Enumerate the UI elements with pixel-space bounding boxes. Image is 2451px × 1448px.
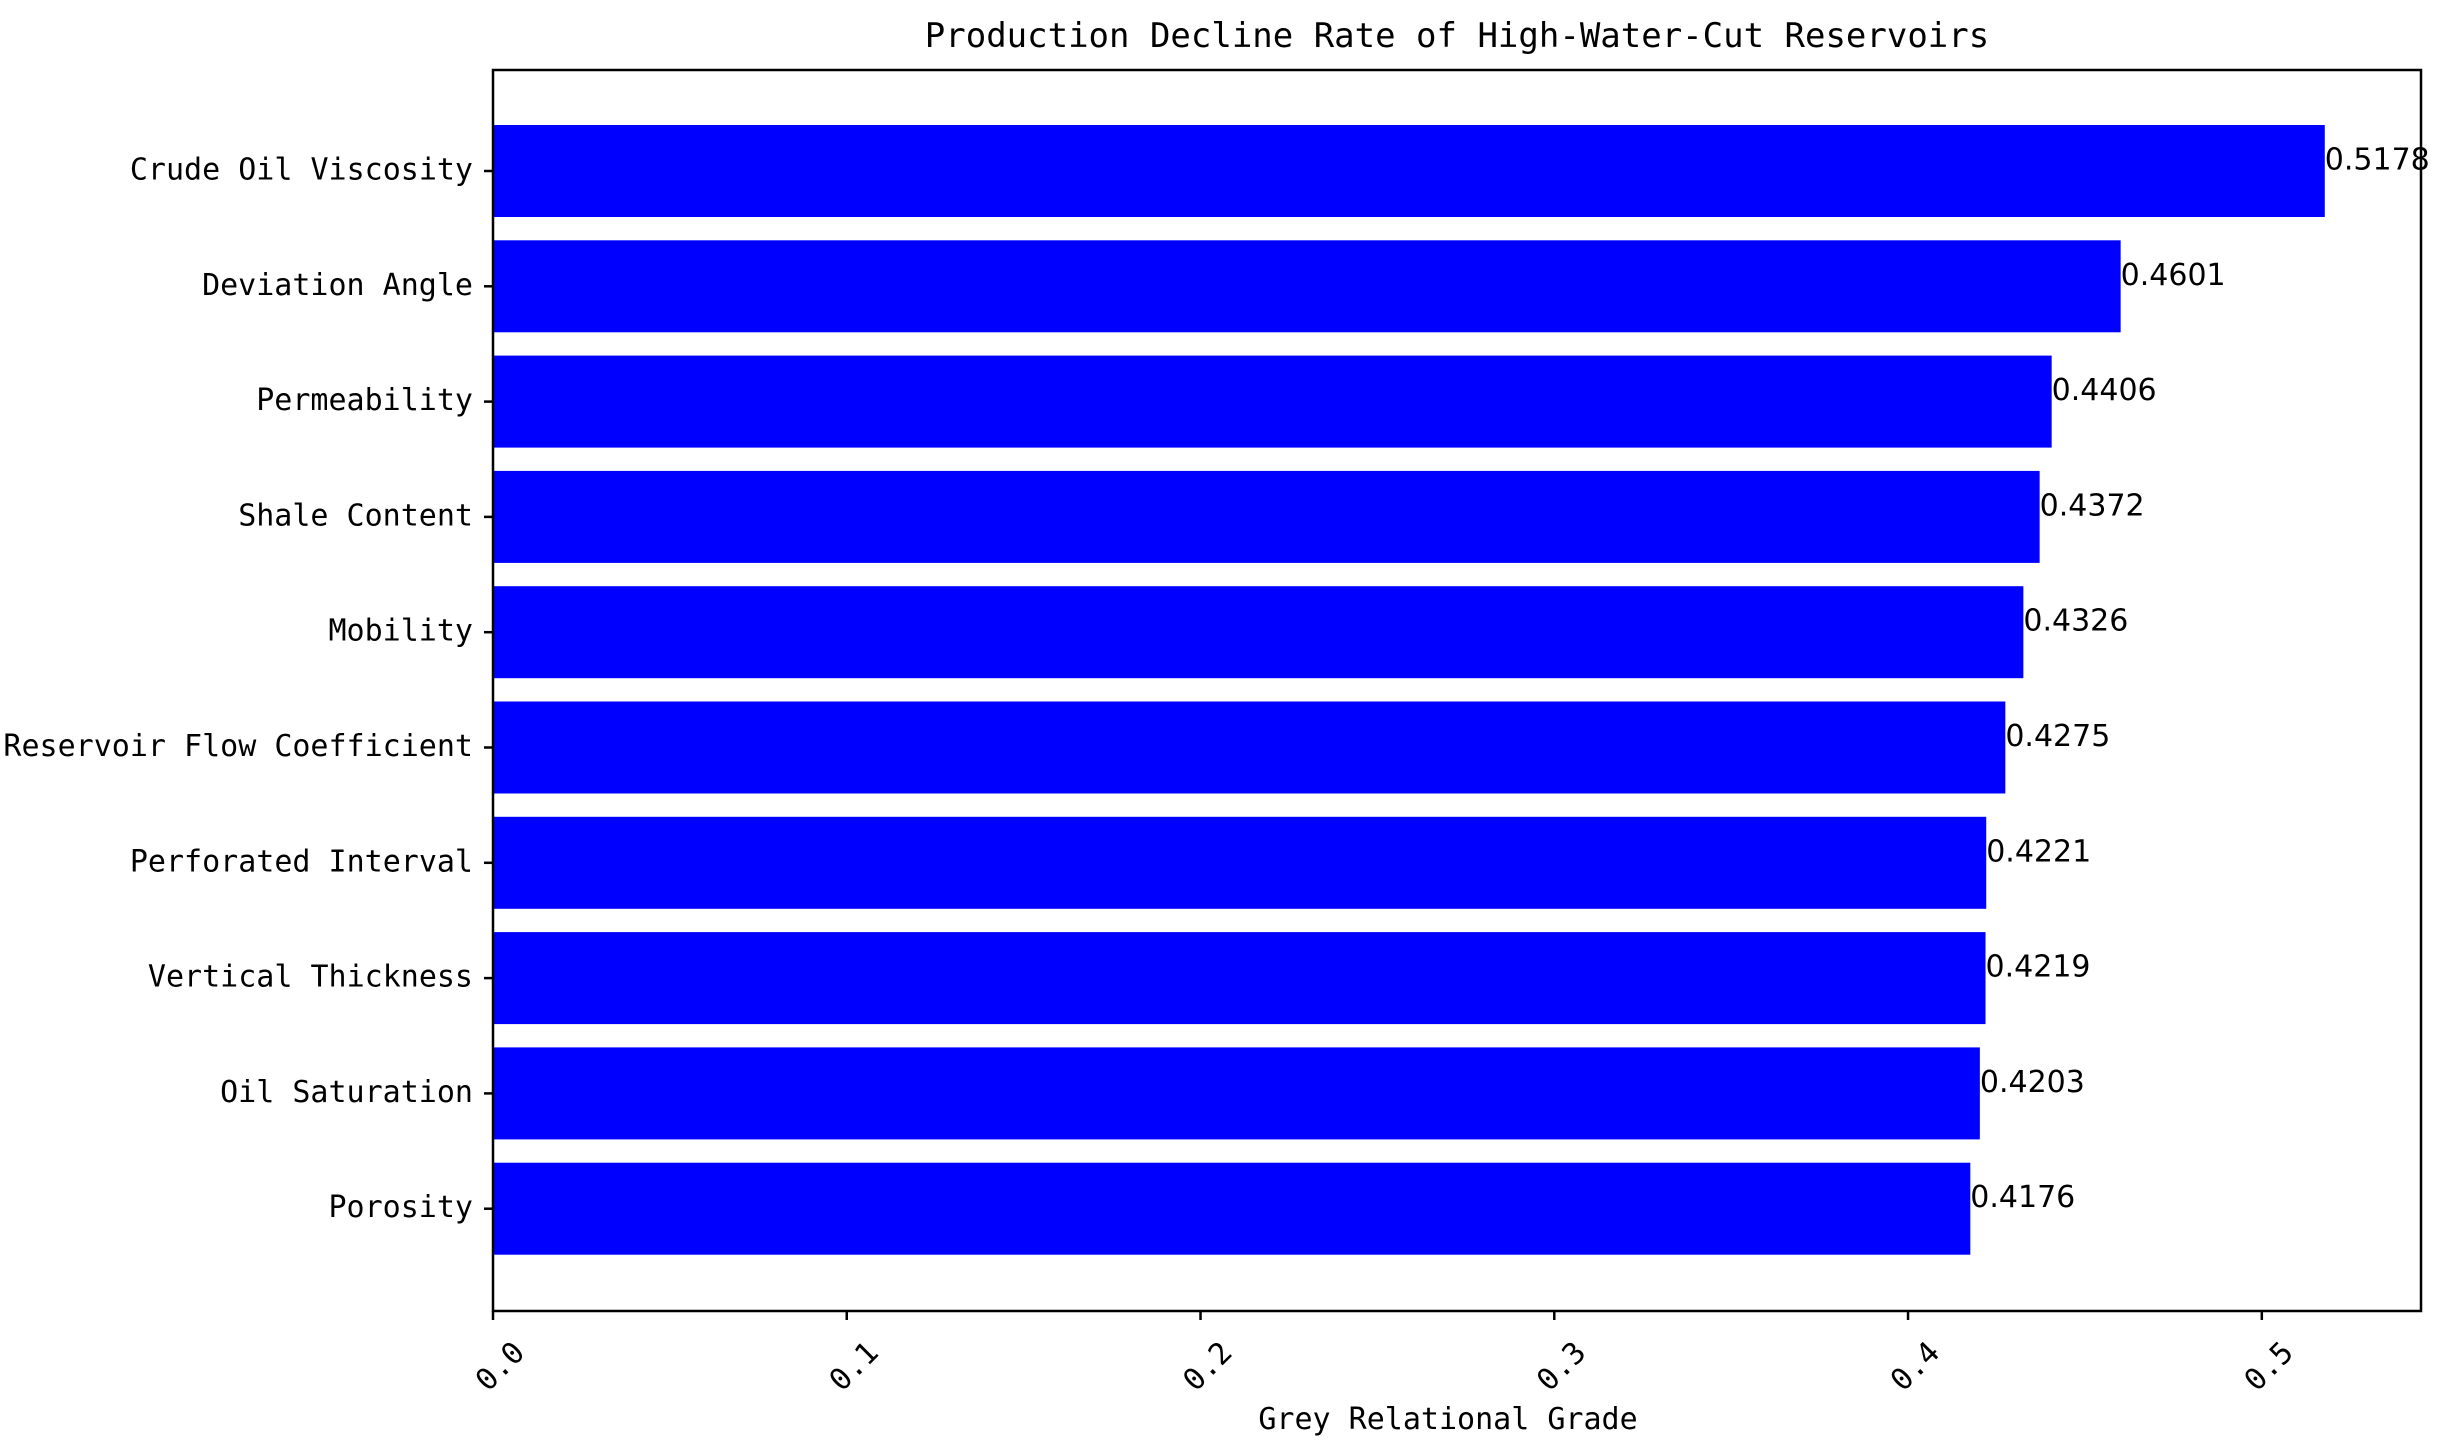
bar bbox=[493, 355, 2052, 448]
x-axis-label: Grey Relational Grade bbox=[1258, 1402, 1637, 1437]
y-tick-label: Shale Content bbox=[238, 498, 473, 533]
data-label: 0.4219 bbox=[1986, 950, 2091, 985]
data-labels: 0.5178 0.4601 0.4406 0.4372 0.4326 0.4275 0.42… bbox=[1970, 143, 2429, 1216]
data-label: 0.4326 bbox=[2023, 604, 2128, 639]
y-tick-label: Deviation Angle bbox=[202, 268, 473, 303]
bar bbox=[493, 1162, 1971, 1255]
x-axis: 0.0 0.1 0.2 0.3 0.4 0.5 bbox=[469, 1311, 2301, 1398]
x-tick-label: 0.2 bbox=[1176, 1335, 1239, 1398]
y-tick-label: Vertical Thickness bbox=[148, 960, 473, 995]
data-label: 0.4406 bbox=[2052, 373, 2157, 408]
bar bbox=[493, 932, 1986, 1025]
x-tick-label: 0.0 bbox=[469, 1335, 532, 1398]
y-tick-label: Oil Saturation bbox=[220, 1075, 473, 1110]
x-tick-label: 0.5 bbox=[2238, 1335, 2301, 1398]
y-tick-label: Porosity bbox=[329, 1190, 474, 1225]
bar-series bbox=[493, 125, 2325, 1255]
bar bbox=[493, 1047, 1980, 1140]
x-tick-label: 0.1 bbox=[823, 1335, 886, 1398]
data-label: 0.4372 bbox=[2040, 488, 2145, 523]
data-label: 0.4601 bbox=[2121, 258, 2226, 293]
data-label: 0.4275 bbox=[2005, 719, 2110, 754]
bar bbox=[493, 816, 1987, 909]
x-tick-label: 0.3 bbox=[1530, 1335, 1593, 1398]
chart-title: Production Decline Rate of High-Water-Cu… bbox=[925, 16, 1989, 56]
y-tick-label: Mobility bbox=[329, 614, 474, 649]
bar bbox=[493, 470, 2040, 563]
x-tick-label: 0.4 bbox=[1884, 1335, 1947, 1398]
y-tick-label: Perforated Interval bbox=[130, 844, 473, 879]
y-axis: Crude Oil Viscosity Deviation Angle Permea… bbox=[3, 153, 493, 1225]
data-label: 0.4176 bbox=[1970, 1180, 2075, 1215]
bar bbox=[493, 586, 2024, 679]
bar bbox=[493, 240, 2121, 333]
plot-area-frame bbox=[491, 68, 2423, 1313]
data-label: 0.4221 bbox=[1986, 834, 2091, 869]
bar bbox=[493, 701, 2006, 794]
data-label: 0.5178 bbox=[2325, 143, 2430, 178]
data-label: 0.4203 bbox=[1980, 1065, 2085, 1100]
y-tick-label: Reservoir Flow Coefficient bbox=[3, 729, 473, 764]
y-tick-label: Crude Oil Viscosity bbox=[130, 153, 473, 188]
y-tick-label: Permeability bbox=[256, 383, 473, 418]
bar bbox=[493, 125, 2325, 217]
